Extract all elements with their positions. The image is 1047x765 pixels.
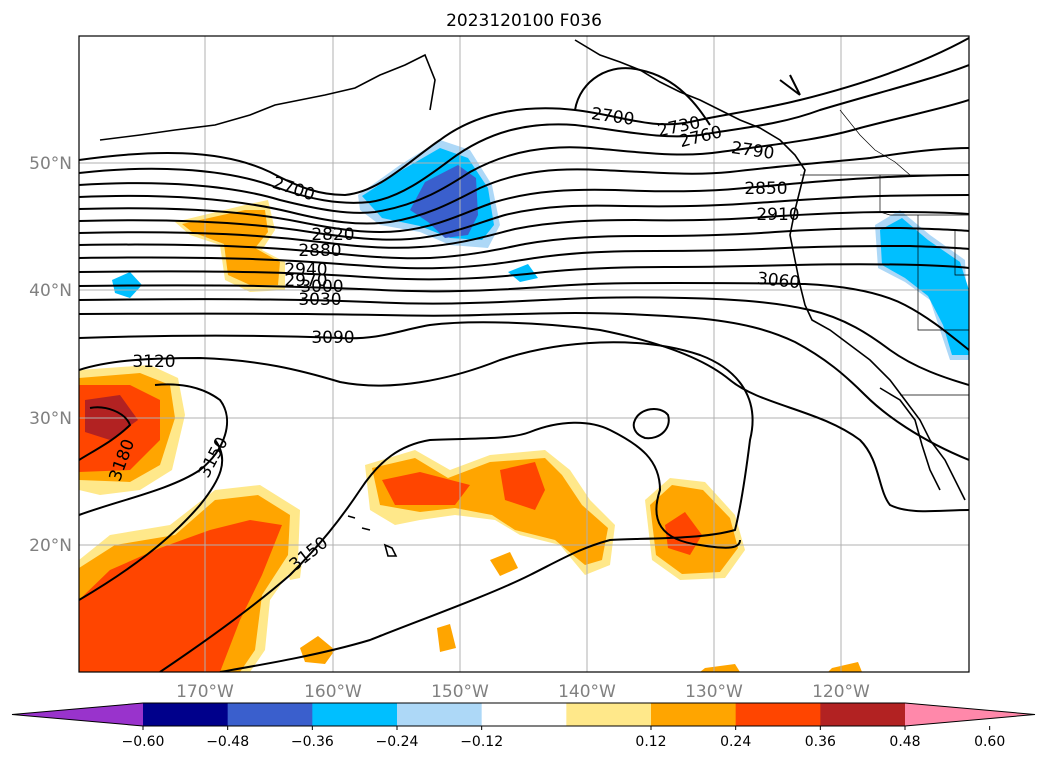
colorbar-extend-max <box>905 703 1035 726</box>
lon-label: 170°W <box>176 682 234 702</box>
contour-label: 3000 <box>300 277 343 297</box>
contour-2730 <box>79 64 969 204</box>
contour-3150 <box>79 383 741 672</box>
contour-2880 <box>79 210 969 249</box>
colorbar-segment <box>227 703 313 726</box>
coast-aleutians <box>99 53 436 141</box>
colorbar-segment <box>397 703 483 726</box>
shade-high-positive-sw <box>79 520 282 672</box>
colorbar-segment <box>735 703 821 726</box>
contour-3090 <box>79 321 969 513</box>
shade-high-positive-central <box>382 462 545 510</box>
contour-3030 <box>79 296 969 386</box>
colorbar-tick-label: 0.48 <box>889 734 920 750</box>
contour-2700-closed <box>574 67 711 126</box>
contour-label: 2820 <box>311 225 354 245</box>
lon-label: 150°W <box>431 682 489 702</box>
colorbar-tick-label: −0.24 <box>376 734 419 750</box>
colorbar-tick-label: 0.24 <box>720 734 751 750</box>
coast-north-america <box>574 39 966 501</box>
border-states-3 <box>954 230 969 276</box>
lat-label: 20°N <box>29 536 72 556</box>
contour-3120 <box>79 341 754 672</box>
longitude-labels: 170°W 160°W 150°W 140°W 130°W 120°W <box>176 682 870 702</box>
contour-label: 2970 <box>284 271 327 291</box>
lon-label: 140°W <box>558 682 616 702</box>
lat-label: 50°N <box>29 154 72 174</box>
border-coast-range <box>839 109 911 176</box>
height-contours <box>79 37 969 672</box>
contour-3000 <box>79 282 969 351</box>
shade-small-1 <box>490 552 518 576</box>
lat-label: 40°N <box>29 281 72 301</box>
shade-small-3 <box>437 624 456 652</box>
contour-label: 2880 <box>298 241 341 261</box>
contour-2970 <box>79 263 969 281</box>
shade-mid-negative-east <box>880 218 969 355</box>
coast-hawaii <box>347 515 398 557</box>
colorbar-ticks: −0.60 −0.48 −0.36 −0.24 −0.12 0.12 0.24 0.36 0.4… <box>122 726 1005 750</box>
border-states-2 <box>917 215 969 331</box>
colorbar-segment <box>312 703 398 726</box>
colorbar-tick-label: 0.60 <box>974 734 1005 750</box>
negative-shading <box>112 140 969 360</box>
colorbar-segment <box>143 703 229 726</box>
coast-baja <box>879 387 941 491</box>
contour-3150-lower <box>79 439 224 601</box>
colorbar-tick-label: −0.36 <box>291 734 334 750</box>
colorbar-tick-label: −0.60 <box>122 734 165 750</box>
contour-label: 3090 <box>311 328 354 348</box>
map-frame <box>78 35 970 673</box>
colorbar-tick-label: −0.12 <box>460 734 503 750</box>
contour-2760 <box>79 99 969 214</box>
contour-label: 2850 <box>744 179 787 199</box>
contour-2910 <box>79 226 969 260</box>
contour-label: 3060 <box>756 269 801 293</box>
colorbar: −0.60 −0.48 −0.36 −0.24 −0.12 0.12 0.24 0.36 0.4… <box>11 702 1036 750</box>
colorbar-tick-label: 0.12 <box>635 734 666 750</box>
lon-label: 160°W <box>304 682 362 702</box>
map-title: 2023120100 F036 <box>446 11 602 31</box>
map-panel: 2700 2730 2760 2790 2850 2910 2700 2820 … <box>78 35 970 673</box>
contour-label: 3120 <box>132 352 175 372</box>
contour-label: 2910 <box>756 205 799 225</box>
contour-2790 <box>79 147 969 225</box>
contour-2850 <box>79 194 969 241</box>
contour-3060 <box>79 311 969 461</box>
contour-label: 3030 <box>298 290 341 310</box>
contour-2940 <box>79 244 969 270</box>
contour-2700 <box>79 37 969 197</box>
latitude-labels: 50°N 40°N 30°N 20°N <box>29 154 72 556</box>
colorbar-segment <box>651 703 737 726</box>
shade-small-5 <box>828 662 862 672</box>
colorbar-extend-min <box>12 703 143 726</box>
colorbar-segment <box>820 703 906 726</box>
border-states-1 <box>879 175 969 216</box>
shade-small-2 <box>300 636 335 664</box>
shade-high-negative <box>410 165 478 238</box>
colorbar-tick-label: 0.36 <box>805 734 836 750</box>
coastlines <box>99 39 966 557</box>
lon-label: 130°W <box>685 682 743 702</box>
shade-small-4 <box>700 664 740 672</box>
colorbar-segments <box>11 702 1036 727</box>
lon-label: 120°W <box>812 682 870 702</box>
shade-mid-positive-nw <box>182 210 280 285</box>
contour-label: 2940 <box>284 260 327 280</box>
shade-small-negative-2 <box>508 264 538 282</box>
colorbar-tick-label: −0.48 <box>206 734 249 750</box>
contour-closed-high <box>632 408 670 440</box>
lat-label: 30°N <box>29 409 72 429</box>
colorbar-segment <box>481 703 567 726</box>
contour-2820 <box>79 174 969 233</box>
low-center-mark <box>779 74 801 96</box>
colorbar-segment <box>566 703 652 726</box>
contour-3180 <box>79 406 132 461</box>
